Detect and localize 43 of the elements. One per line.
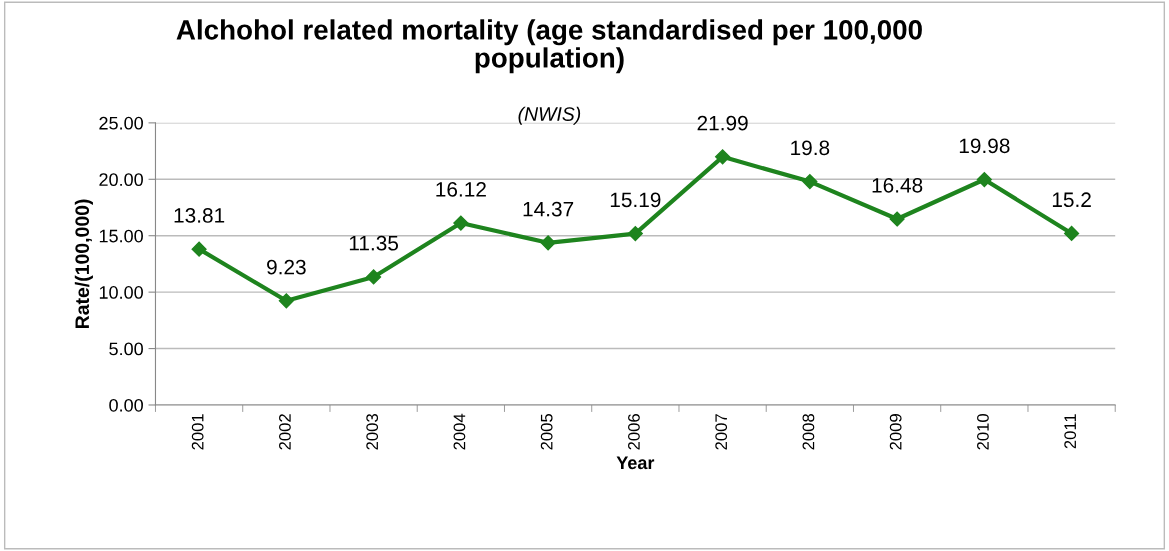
point — [191, 241, 207, 257]
data-label: 19.98 — [959, 138, 1010, 154]
y-tick-label: 5.00 — [109, 342, 143, 356]
y-tick-label: 20.00 — [99, 173, 143, 187]
x-tick-label: 2005 — [540, 414, 553, 450]
data-label: 9.23 — [267, 259, 306, 275]
chart-subtitle: (NWIS) — [518, 106, 581, 125]
y-tick-label: 15.00 — [99, 229, 143, 243]
point — [976, 171, 992, 188]
point — [715, 149, 731, 165]
data-label: 13.81 — [174, 208, 225, 223]
data-label: 21.99 — [697, 115, 748, 131]
y-tick-label: 0.00 — [109, 398, 143, 412]
y-axis-title: Rate/(100,000) — [74, 199, 93, 329]
point — [540, 235, 556, 251]
point — [889, 211, 905, 227]
x-tick-label: 2010 — [977, 413, 989, 450]
data-label: 16.12 — [436, 181, 486, 197]
x-tick-label: 2003 — [366, 414, 379, 450]
data-label: 11.35 — [349, 235, 399, 251]
x-tick-label: 2006 — [628, 414, 640, 450]
point — [278, 293, 294, 309]
x-tick-label: 2009 — [889, 414, 902, 450]
y-tick-label: 10.00 — [99, 286, 143, 299]
x-axis-title: Year — [616, 456, 655, 470]
point — [627, 226, 643, 242]
data-label: 15.2 — [1052, 192, 1091, 208]
data-label: 14.37 — [523, 201, 574, 217]
data-label: 19.8 — [791, 140, 830, 156]
point — [453, 215, 469, 231]
point — [1064, 225, 1080, 242]
x-tick-label: 2011 — [1064, 414, 1077, 449]
x-tick-label: 2007 — [715, 414, 728, 450]
data-label: 16.48 — [872, 177, 923, 193]
chart-title: Alchohol related mortality (age standardised per 100,000 population) — [176, 19, 922, 74]
point — [366, 269, 382, 285]
x-tick-label: 2004 — [453, 413, 466, 450]
x-tick-label: 2002 — [279, 414, 291, 450]
x-tick-label: 2008 — [802, 414, 815, 450]
point — [802, 173, 818, 190]
y-tick-label: 25.00 — [99, 116, 143, 130]
x-tick-label: 2001 — [191, 414, 204, 450]
data-label: 15.19 — [610, 192, 661, 208]
